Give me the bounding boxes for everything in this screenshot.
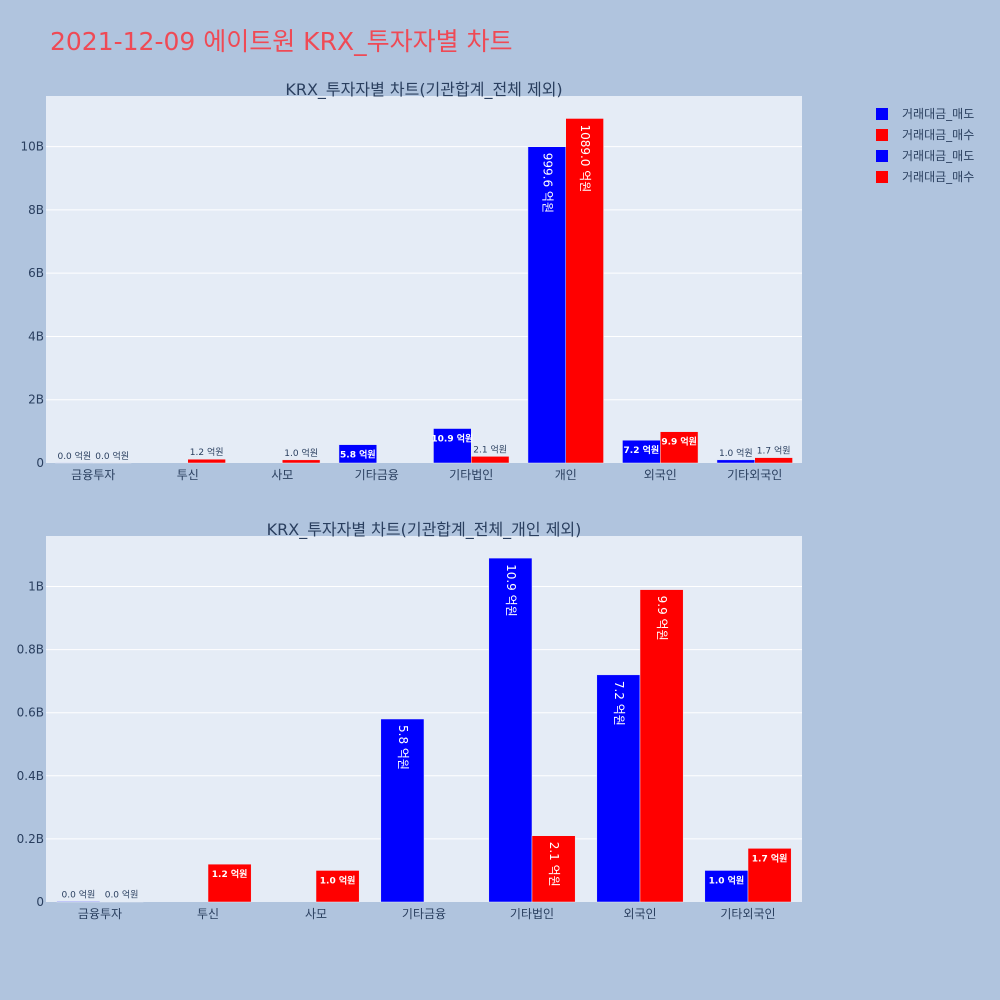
data-label: 0.0 억원 bbox=[57, 450, 91, 462]
legend-label[interactable]: 거래대금_매도 bbox=[902, 107, 974, 121]
data-label: 10.9 억원 bbox=[431, 433, 473, 445]
bar bbox=[207, 863, 252, 903]
data-label: 1.7 억원 bbox=[757, 445, 791, 457]
chart-title: KRX_투자자별 차트(기관합계_전체 제외) bbox=[285, 80, 562, 100]
legend-swatch[interactable] bbox=[876, 108, 888, 120]
page-title: 2021-12-09 에이트원 KRX_투자자별 차트 bbox=[50, 27, 513, 56]
legend-swatch[interactable] bbox=[876, 150, 888, 162]
data-label: 0.0 억원 bbox=[95, 450, 129, 462]
y-tick-label: 1B bbox=[28, 579, 44, 593]
bar bbox=[527, 146, 567, 464]
bar bbox=[639, 589, 684, 903]
data-label: 1.2 억원 bbox=[190, 446, 224, 458]
bar bbox=[747, 848, 792, 903]
data-label: 2.1 억원 bbox=[547, 842, 561, 887]
data-label: 1089.0 억원 bbox=[578, 124, 592, 192]
chart-bottom: KRX_투자자별 차트(기관합계_전체_개인 제외) 0 0.2B 0.4B 0.6B 0… bbox=[17, 520, 802, 921]
chart-title: KRX_투자자별 차트(기관합계_전체_개인 제외) bbox=[267, 520, 582, 540]
y-tick-label: 0.2B bbox=[17, 832, 44, 846]
x-tick-label: 사모 bbox=[271, 468, 293, 482]
data-label: 2.1 억원 bbox=[473, 443, 507, 455]
data-label: 7.2 억원 bbox=[612, 681, 626, 726]
y-tick-label: 0.8B bbox=[17, 643, 44, 657]
y-tick-label: 10B bbox=[20, 140, 44, 154]
bar bbox=[315, 870, 360, 903]
bar bbox=[488, 557, 533, 903]
y-tick-label: 6B bbox=[28, 266, 44, 280]
x-tick-label: 개인 bbox=[555, 468, 577, 482]
legend-swatch[interactable] bbox=[876, 171, 888, 183]
y-tick-label: 0 bbox=[36, 456, 44, 470]
data-label: 1.2 억원 bbox=[212, 868, 248, 880]
x-tick-label: 기타금융 bbox=[355, 468, 399, 482]
x-tick-label: 외국인 bbox=[644, 468, 677, 482]
data-label: 1.0 억원 bbox=[709, 874, 745, 886]
data-label: 1.0 억원 bbox=[719, 447, 753, 459]
x-tick-label: 기타외국인 bbox=[720, 907, 775, 921]
x-tick-label: 외국인 bbox=[623, 907, 656, 921]
data-label: 1.7 억원 bbox=[752, 852, 788, 864]
bar bbox=[596, 674, 641, 903]
data-label: 10.9 억원 bbox=[504, 564, 518, 617]
x-tick-label: 기타금융 bbox=[402, 907, 446, 921]
legend-swatch[interactable] bbox=[876, 129, 888, 141]
data-label: 999.6 억원 bbox=[540, 153, 554, 213]
y-tick-label: 4B bbox=[28, 329, 44, 343]
plot-area bbox=[46, 96, 802, 463]
bar bbox=[433, 428, 472, 464]
y-tick-label: 0 bbox=[36, 895, 44, 909]
bar bbox=[338, 444, 378, 464]
y-tick-label: 8B bbox=[28, 203, 44, 217]
chart-top: KRX_투자자별 차트(기관합계_전체 제외) 0 2B 4B 6B 8B 10B 금융투자 0… bbox=[20, 80, 802, 482]
x-tick-label: 투신 bbox=[197, 907, 219, 921]
legend-label[interactable]: 거래대금_매수 bbox=[902, 128, 974, 142]
data-label: 0.0 억원 bbox=[62, 888, 96, 900]
bar bbox=[565, 118, 604, 464]
data-label: 5.8 억원 bbox=[340, 449, 376, 461]
bar bbox=[380, 718, 425, 903]
bar bbox=[471, 456, 510, 464]
x-tick-label: 금융투자 bbox=[71, 468, 115, 482]
data-label: 1.0 억원 bbox=[320, 874, 356, 886]
data-label: 5.8 억원 bbox=[396, 725, 410, 770]
bar bbox=[704, 870, 749, 903]
bar bbox=[282, 459, 321, 464]
x-tick-label: 사모 bbox=[305, 907, 327, 921]
data-label: 7.2 억원 bbox=[624, 444, 660, 456]
bar bbox=[660, 431, 699, 464]
data-label: 0.0 억원 bbox=[105, 889, 139, 901]
legend-label[interactable]: 거래대금_매도 bbox=[902, 149, 974, 163]
data-label: 1.0 억원 bbox=[284, 447, 318, 459]
data-label: 9.9 억원 bbox=[661, 436, 697, 448]
legend-label[interactable]: 거래대금_매수 bbox=[902, 170, 974, 184]
x-tick-label: 기타법인 bbox=[510, 907, 554, 921]
y-tick-label: 0.6B bbox=[17, 706, 44, 720]
x-tick-label: 투신 bbox=[177, 468, 199, 482]
x-tick-label: 기타법인 bbox=[449, 468, 493, 482]
y-tick-label: 0.4B bbox=[17, 769, 44, 783]
bar bbox=[531, 835, 576, 903]
x-tick-label: 기타외국인 bbox=[727, 468, 782, 482]
bar bbox=[754, 457, 793, 464]
x-tick-label: 금융투자 bbox=[78, 907, 122, 921]
y-tick-label: 2B bbox=[28, 393, 44, 407]
data-label: 9.9 억원 bbox=[655, 596, 669, 641]
bar bbox=[716, 459, 756, 464]
bar bbox=[187, 458, 226, 464]
bar bbox=[56, 901, 101, 903]
